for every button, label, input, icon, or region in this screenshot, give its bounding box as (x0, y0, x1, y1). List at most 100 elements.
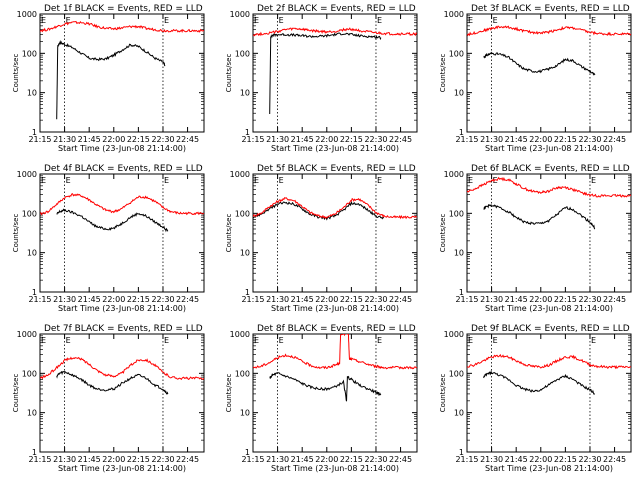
x-tick-label: 22:45 (389, 455, 412, 464)
x-tick-label: 22:00 (102, 135, 125, 144)
y-axis-label: Counts/sec (225, 54, 233, 93)
event-marker-label: E (66, 16, 71, 25)
x-tick-label: 22:15 (340, 295, 363, 304)
x-tick-label: 22:45 (176, 135, 199, 144)
x-tick-label: 21:45 (78, 455, 101, 464)
series-line-events (253, 200, 385, 221)
x-tick-label: 22:00 (102, 295, 125, 304)
x-axis-label: Start Time (23-Jun-08 21:14:00) (485, 464, 613, 473)
x-tick-label: 21:30 (480, 135, 503, 144)
panel-det-5: Det 5f BLACK = Events, RED = LLD E E E 1 10 10… (225, 164, 418, 313)
panel-title: Det 5f BLACK = Events, RED = LLD (257, 164, 416, 174)
x-tick-label: 22:15 (127, 295, 150, 304)
x-tick-label: 21:30 (266, 295, 289, 304)
series-line-lld (40, 356, 204, 381)
x-tick-label: 21:15 (455, 295, 478, 304)
y-axis-label: Counts/sec (12, 54, 20, 93)
x-axis-label: Start Time (23-Jun-08 21:14:00) (271, 144, 399, 153)
event-marker-label: E (493, 176, 498, 185)
series-line-lld (467, 25, 631, 37)
x-tick-label: 21:15 (241, 135, 264, 144)
event-marker-label: E (254, 176, 259, 185)
x-tick-label: 21:15 (28, 295, 51, 304)
x-tick-label: 22:00 (529, 455, 552, 464)
x-tick-label: 21:30 (480, 295, 503, 304)
x-tick-label: 21:45 (291, 455, 314, 464)
x-tick-label: 22:00 (315, 135, 338, 144)
y-tick-label: 1000 (17, 10, 37, 19)
panel-title: Det 4f BLACK = Events, RED = LLD (44, 164, 203, 174)
plot-frame (252, 173, 418, 293)
x-tick-label: 22:00 (529, 295, 552, 304)
x-tick-label: 21:15 (455, 455, 478, 464)
panel-det-4: Det 4f BLACK = Events, RED = LLD E E E 1 10 10… (12, 164, 205, 313)
x-tick-label: 22:15 (554, 135, 577, 144)
panel-det-3: Det 3f BLACK = Events, RED = LLD E E E 1 10 10… (439, 4, 632, 153)
event-marker-label: E (254, 16, 259, 25)
y-tick-label: 10 (454, 89, 464, 98)
panel-det-1: Det 1f BLACK = Events, RED = LLD E E E 1 10 10… (12, 4, 205, 153)
y-tick-label: 1000 (230, 170, 250, 179)
series-line-lld (253, 334, 417, 370)
panel-det-7: Det 7f BLACK = Events, RED = LLD E E E 1 10 10… (12, 324, 205, 473)
x-tick-label: 21:15 (241, 455, 264, 464)
y-axis-label: Counts/sec (439, 214, 447, 253)
y-tick-label: 10 (240, 249, 250, 258)
y-tick-label: 100 (449, 49, 464, 58)
panel-title: Det 7f BLACK = Events, RED = LLD (44, 324, 203, 334)
x-tick-label: 22:00 (529, 135, 552, 144)
y-tick-label: 1 (245, 128, 250, 137)
panel-title: Det 9f BLACK = Events, RED = LLD (471, 324, 630, 334)
x-tick-label: 21:45 (291, 135, 314, 144)
event-marker-label: E (254, 336, 259, 345)
y-axis-label: Counts/sec (225, 214, 233, 253)
x-tick-label: 22:15 (554, 295, 577, 304)
x-tick-label: 21:45 (78, 135, 101, 144)
event-marker-label: E (41, 176, 46, 185)
y-tick-label: 10 (27, 249, 37, 258)
x-tick-label: 22:15 (127, 135, 150, 144)
x-tick-label: 22:30 (364, 295, 387, 304)
event-marker-label: E (591, 16, 596, 25)
x-axis-label: Start Time (23-Jun-08 21:14:00) (58, 464, 186, 473)
panel-title: Det 2f BLACK = Events, RED = LLD (257, 4, 416, 14)
y-tick-label: 100 (22, 369, 37, 378)
y-tick-label: 1 (459, 288, 464, 297)
y-axis-label: Counts/sec (12, 214, 20, 253)
event-marker-label: E (66, 176, 71, 185)
series-line-lld (253, 27, 417, 37)
x-tick-label: 21:30 (266, 135, 289, 144)
event-marker-label: E (279, 336, 284, 345)
x-tick-label: 22:30 (151, 295, 174, 304)
y-tick-label: 1000 (230, 10, 250, 19)
series-line-lld (467, 176, 631, 198)
x-tick-label: 22:00 (102, 455, 125, 464)
event-marker-label: E (377, 16, 382, 25)
y-tick-label: 10 (240, 409, 250, 418)
y-tick-label: 10 (454, 249, 464, 258)
panel-det-2: Det 2f BLACK = Events, RED = LLD E E E 1 10 10… (225, 4, 418, 153)
panel-det-9: Det 9f BLACK = Events, RED = LLD E E E 1 10 10… (439, 324, 632, 473)
event-marker-label: E (41, 16, 46, 25)
x-tick-label: 22:30 (578, 135, 601, 144)
y-tick-label: 100 (235, 49, 250, 58)
event-marker-label: E (591, 176, 596, 185)
x-tick-label: 21:30 (266, 455, 289, 464)
series-line-lld (253, 197, 417, 220)
event-marker-label: E (468, 16, 473, 25)
x-axis-label: Start Time (23-Jun-08 21:14:00) (58, 304, 186, 313)
y-tick-label: 1000 (444, 10, 464, 19)
x-tick-label: 21:30 (53, 455, 76, 464)
y-tick-label: 1 (32, 288, 37, 297)
panel-title: Det 6f BLACK = Events, RED = LLD (471, 164, 630, 174)
x-tick-label: 22:45 (176, 295, 199, 304)
event-marker-label: E (66, 336, 71, 345)
series-line-events (56, 370, 169, 395)
x-tick-label: 22:15 (554, 455, 577, 464)
x-tick-label: 22:00 (315, 295, 338, 304)
y-axis-label: Counts/sec (225, 374, 233, 413)
x-tick-label: 22:15 (340, 135, 363, 144)
event-marker-label: E (279, 176, 284, 185)
y-tick-label: 1000 (444, 330, 464, 339)
